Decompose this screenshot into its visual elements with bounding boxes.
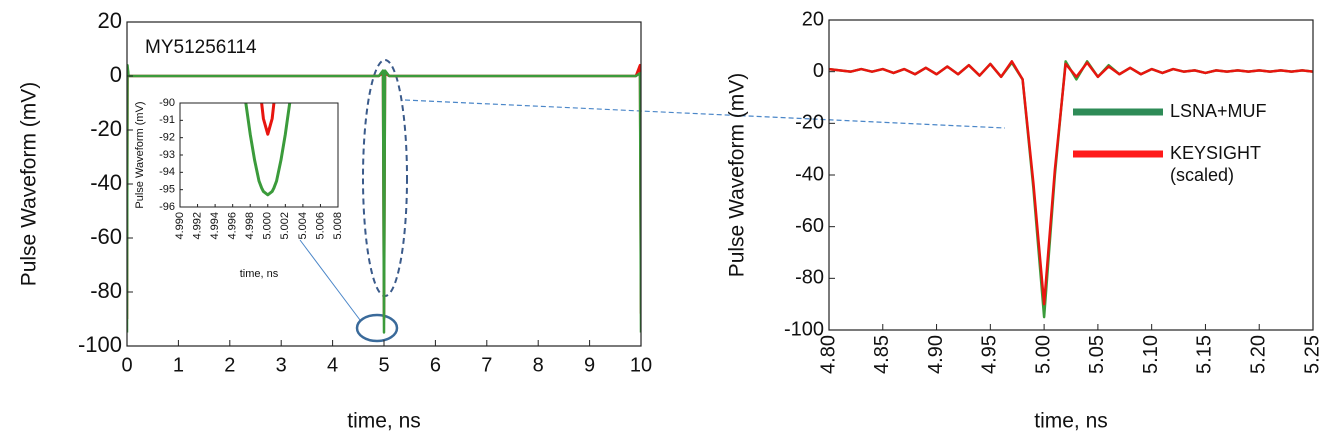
x-tick-label: 9: [584, 354, 595, 376]
x-tick-label: 5: [378, 354, 389, 376]
x-tick-label: 6: [430, 354, 441, 376]
callout-line: [299, 239, 361, 321]
x-tick-label: 10: [630, 354, 652, 376]
y-tick-label: -80: [90, 278, 122, 303]
legend-word: LSNA+MUF: [1170, 101, 1267, 121]
x-tick-label: 5.10: [1140, 335, 1162, 374]
x-tick-label: 3: [276, 354, 287, 376]
x-tick-label: 4.990: [174, 212, 186, 240]
y-tick-label: -92: [159, 132, 175, 144]
series-line: [244, 103, 292, 197]
x-tick-label: 0: [121, 354, 132, 376]
y-tick-label: -96: [159, 201, 175, 213]
y-axis-label: Pulse Waveform (mV): [726, 73, 749, 278]
y-tick-label: -20: [90, 116, 122, 141]
plot-frame: [828, 19, 1314, 331]
y-tick-label: -20: [795, 112, 824, 134]
x-tick-label: 5.008: [332, 212, 344, 240]
x-tick-label: 5.000: [262, 212, 274, 240]
x-tick-label: 5.25: [1301, 335, 1323, 374]
y-tick-label: -100: [784, 318, 824, 340]
y-tick-label: -60: [90, 224, 122, 249]
x-axis-label: time, ns: [347, 410, 421, 433]
y-tick-label: -80: [795, 267, 824, 289]
x-tick-label: 4.996: [227, 212, 239, 240]
x-tick-label: 4.998: [244, 212, 256, 240]
x-tick-label: 5.004: [297, 212, 309, 240]
y-tick-label: -94: [159, 166, 175, 178]
series-line: [829, 60, 1313, 319]
legend-label: LSNA+MUF: [1170, 101, 1267, 121]
y-tick-label: -100: [78, 332, 122, 357]
x-tick-label: 2: [224, 354, 235, 376]
y-tick-label: -93: [159, 149, 175, 161]
zoom-circle: [355, 313, 399, 343]
legend-word: (scaled): [1170, 165, 1234, 185]
annotation: MY51256114: [145, 37, 257, 58]
y-tick-label: 0: [813, 60, 824, 82]
y-tick-label: -90: [159, 97, 175, 109]
callout-line: [404, 99, 1006, 129]
x-tick-label: 5.05: [1086, 335, 1108, 374]
x-tick-label: 7: [481, 354, 492, 376]
x-tick-label: 4.80: [817, 335, 839, 374]
y-tick-label: 0: [110, 62, 122, 87]
y-tick-label: -91: [159, 114, 175, 126]
x-tick-label: 4: [327, 354, 338, 376]
x-axis-label: time, ns: [240, 268, 279, 280]
series-line: [260, 103, 276, 136]
x-tick-label: 4.90: [925, 335, 947, 374]
x-tick-label: 5.006: [314, 212, 326, 240]
x-tick-label: 5.00: [1032, 335, 1054, 374]
series-line: [829, 60, 1313, 306]
y-tick-label: 20: [98, 8, 122, 33]
y-axis-label: Pulse Waveform (mV): [18, 82, 41, 287]
legend-label: KEYSIGHT (scaled): [1170, 143, 1261, 185]
x-tick-label: 4.992: [191, 212, 203, 240]
x-axis-label: time, ns: [1034, 410, 1108, 433]
x-tick-label: 5.15: [1194, 335, 1216, 374]
y-tick-label: -60: [795, 215, 824, 237]
x-tick-label: 4.85: [871, 335, 893, 374]
y-tick-label: -95: [159, 184, 175, 196]
y-tick-label: 20: [802, 8, 824, 30]
x-tick-label: 5.20: [1248, 335, 1270, 374]
x-tick-label: 4.95: [979, 335, 1001, 374]
legend-word: KEYSIGHT: [1170, 143, 1261, 163]
y-tick-label: -40: [90, 170, 122, 195]
x-tick-label: 1: [173, 354, 184, 376]
x-tick-label: 4.994: [209, 212, 221, 240]
x-tick-label: 8: [533, 354, 544, 376]
y-axis-label: Pulse Waveform (mV): [134, 101, 146, 208]
inset-background: [180, 103, 338, 207]
x-tick-label: 5.002: [279, 212, 291, 240]
y-tick-label: -40: [795, 163, 824, 185]
